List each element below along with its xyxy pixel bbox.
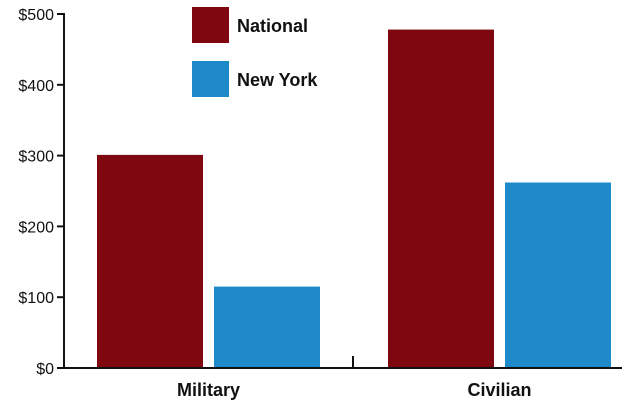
bar-military-national: [97, 154, 203, 368]
y-tick-label: $100: [18, 290, 54, 307]
bar-military-new-york: [214, 286, 320, 368]
legend-label: National: [237, 16, 308, 36]
bars: [97, 29, 611, 369]
x-axis-labels: Military Civilian: [177, 380, 532, 400]
y-tick-label: $0: [36, 361, 54, 378]
y-tick-label: $400: [18, 78, 54, 95]
legend-swatch: [192, 61, 229, 97]
legend-label: New York: [237, 70, 318, 90]
y-axis-ticks: $0 $100 $200 $300 $400 $500: [18, 7, 64, 378]
legend-swatch: [192, 7, 229, 43]
bar-civilian-new-york: [505, 182, 611, 368]
legend: National New York: [192, 7, 318, 97]
y-tick-label: $300: [18, 149, 54, 166]
bar-civilian-national: [388, 29, 494, 369]
y-tick-label: $200: [18, 219, 54, 236]
x-tick-label: Military: [177, 380, 240, 400]
x-tick-label: Civilian: [467, 380, 531, 400]
y-tick-label: $500: [18, 7, 54, 24]
